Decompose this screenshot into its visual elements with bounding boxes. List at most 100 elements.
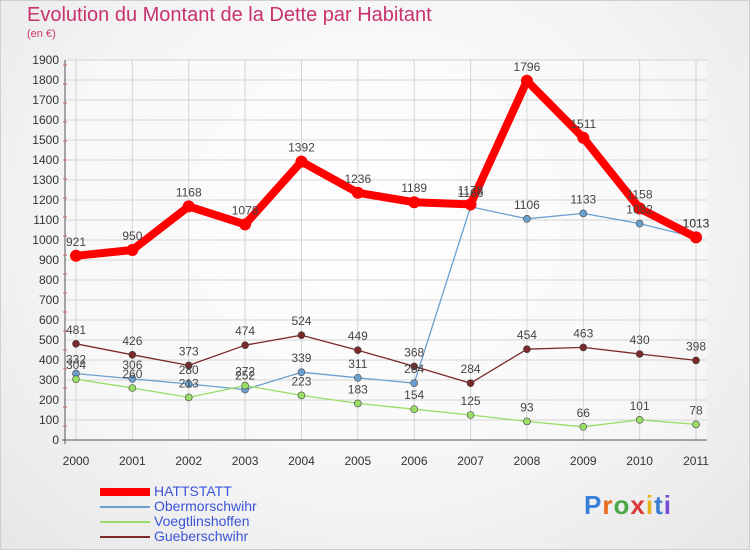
y-tick-label: 1400 [32,153,59,167]
data-point [354,346,362,355]
data-point [579,343,588,352]
data-point [577,131,590,144]
plot-area [65,60,707,440]
data-point [692,420,700,429]
data-label: 1158 [627,187,653,201]
data-label: 1796 [514,60,541,74]
data-label: 463 [573,326,593,340]
data-point [354,399,362,408]
data-point [523,417,531,426]
data-label: 1078 [232,203,259,217]
data-label: 524 [291,314,311,328]
logo-letter: i [645,490,655,520]
data-label: 1236 [344,172,371,186]
data-point [184,393,193,402]
data-label: 921 [66,235,86,249]
data-point [297,391,306,400]
data-label: 368 [404,345,424,359]
legend-label: Voegtlinshoffen [154,513,250,529]
data-point [241,381,249,390]
data-point [410,379,418,388]
y-tick-label: 1700 [32,93,59,107]
data-point [72,375,80,384]
data-point [239,218,252,231]
y-tick-label: 1200 [32,193,59,207]
y-tick-label: 1800 [32,73,59,87]
x-tick-label: 2000 [63,454,90,468]
legend-swatch [100,536,150,538]
y-tick-label: 100 [39,413,59,427]
series-line-hattstatt [72,76,700,260]
chart-subtitle: (en €) [27,28,56,40]
data-point [464,198,477,211]
y-tick-label: 1000 [32,233,59,247]
data-point [520,74,533,87]
y-tick-label: 1900 [32,53,59,67]
x-tick-label: 2005 [344,454,371,468]
data-label: 1168 [176,185,202,199]
data-point [690,231,702,244]
data-label: 213 [179,376,199,390]
legend-label: HATTSTATT [154,483,232,499]
data-point [408,196,421,209]
data-label: 1166 [458,186,484,200]
data-label: 284 [404,362,424,376]
logo-letter: r [602,490,614,520]
data-label: 332 [66,353,86,367]
data-label: 280 [179,363,199,377]
logo-letter: t [654,490,664,520]
y-tick-label: 200 [39,393,59,407]
data-point [523,215,531,223]
data-label: 260 [122,367,142,381]
data-label: 339 [291,351,311,365]
data-point [635,350,644,358]
data-label: 101 [630,399,650,413]
data-point [72,339,80,348]
y-tick-label: 900 [39,253,59,267]
x-tick-label: 2010 [626,454,653,468]
x-tick-label: 2007 [457,454,484,468]
data-point [184,361,193,370]
data-label: 1189 [401,181,427,195]
y-tick-label: 0 [52,433,59,447]
data-point [354,373,362,382]
series-line-gueberschwihr [75,334,697,384]
data-label: 252 [235,369,255,383]
y-tick-label: 1300 [32,173,59,187]
logo-letter: i [663,490,672,520]
legend-swatch [100,488,150,496]
logo-letter: P [584,490,603,520]
data-point [297,368,306,377]
y-tick-label: 1600 [32,113,59,127]
data-label: 1392 [288,141,315,155]
y-tick-label: 300 [39,373,59,387]
legend-label: Obermorschwihr [154,498,257,514]
data-label: 66 [577,406,591,420]
legend-swatch [100,521,150,523]
data-point [128,384,137,392]
data-point [410,405,418,414]
y-tick-label: 1100 [33,213,59,227]
data-label: 284 [461,362,481,376]
data-label: 481 [66,323,86,337]
data-label: 78 [689,403,703,417]
logo-letter: x [630,490,646,520]
data-point [466,379,475,388]
data-point [523,345,531,354]
data-point [579,209,588,218]
data-label: 125 [461,394,481,408]
x-tick-label: 2004 [288,454,315,468]
legend-swatch [100,506,150,508]
data-point [70,249,82,262]
y-tick-label: 800 [39,273,59,287]
data-label: 1013 [683,216,710,230]
data-label: 474 [235,324,255,338]
data-point [184,380,193,388]
data-label: 272 [235,365,255,379]
data-label: 1013 [683,216,710,230]
data-label: 1106 [514,198,540,212]
x-tick-label: 2001 [119,454,146,468]
data-label: 1178 [458,183,484,197]
data-label: 1133 [570,192,596,206]
